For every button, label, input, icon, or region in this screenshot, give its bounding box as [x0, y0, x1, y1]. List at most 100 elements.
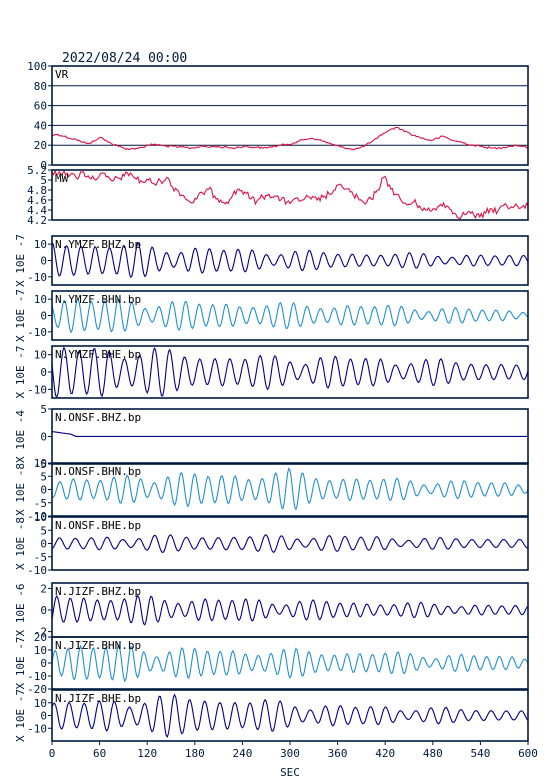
panel-label: N.YMZF.BHZ.bp [55, 238, 141, 251]
y-tick-label: 2 [40, 582, 47, 595]
series-line-vr [51, 126, 529, 151]
unit-label: X 10E -4 [14, 410, 27, 463]
panel-frame [51, 169, 529, 221]
series-line-ymzf-bhz [51, 242, 529, 278]
y-tick-label: -10 [27, 564, 47, 577]
unit-label: X 10E -6 [14, 584, 27, 637]
y-tick-label: 0 [40, 159, 47, 172]
y-tick-label: 10 [34, 644, 47, 657]
panel-label: N.ONSF.BHZ.bp [55, 411, 141, 424]
series-line-jizf-bhn [51, 643, 529, 683]
panel-frame [51, 408, 529, 465]
y-tick-label: 5 [40, 524, 47, 537]
y-tick-label: 4.8 [27, 184, 47, 197]
y-tick-label: 10 [34, 697, 47, 710]
x-axis-label: SEC [280, 766, 300, 779]
y-tick-label: 5 [40, 174, 47, 187]
y-tick-label: -20 [27, 683, 47, 696]
panel-label: N.YMZF.BHE.bp [55, 348, 141, 361]
y-tick-label: 0 [40, 710, 47, 723]
y-tick-label: -10 [27, 326, 47, 339]
y-tick-label: 80 [34, 80, 47, 93]
y-tick-label: -10 [27, 271, 47, 284]
y-tick-label: -5 [34, 458, 47, 471]
x-tick-label: 120 [137, 747, 157, 760]
y-tick-label: 0 [40, 431, 47, 444]
series-line-onsf-bhz [51, 431, 528, 437]
x-tick-label: 180 [185, 747, 205, 760]
y-tick-label: 4.4 [27, 204, 47, 217]
y-tick-label: 10 [34, 349, 47, 362]
x-tick-label: 540 [470, 747, 490, 760]
series-line-mw [51, 169, 529, 220]
panel-label: N.ONSF.BHE.bp [55, 519, 141, 532]
x-tick-label: 0 [49, 747, 56, 760]
x-tick-label: 360 [328, 747, 348, 760]
series-line-ymzf-bhe [51, 346, 529, 399]
y-tick-label: 40 [34, 119, 47, 132]
panel-ymzf-bhz: -10 0 10 N.YMZF.BHZ.bp [27, 235, 529, 286]
x-axis: 0 60 120 180 240 300 360 420 480 540 600 [49, 741, 538, 760]
x-tick-label: 60 [93, 747, 106, 760]
y-tick-label: 0 [40, 657, 47, 670]
panel-frame [51, 290, 529, 341]
panel-frame [51, 65, 529, 166]
y-tick-label: 5.2 [27, 164, 47, 177]
panel-frame [51, 345, 529, 399]
x-tick-label: 600 [518, 747, 538, 760]
unit-label: X 10E -8 [14, 517, 27, 570]
y-tick-label: 10 [34, 238, 47, 251]
panel-label: N.ONSF.BHN.bp [55, 465, 141, 478]
y-tick-label: 5 [40, 403, 47, 416]
y-tick-label: 10 [34, 293, 47, 306]
x-tick-label: 240 [232, 747, 252, 760]
y-tick-label: 20 [34, 631, 47, 644]
panel-vr: 0 20 40 60 80 100 VR [27, 60, 529, 172]
unit-label: X 10E -7 [14, 234, 27, 287]
y-tick-label: 0 [40, 538, 47, 551]
y-tick-label: 10 [34, 457, 47, 470]
y-tick-label: 100 [27, 60, 47, 73]
panel-frame [51, 636, 529, 690]
timestamp-title: 2022/08/24 00:00 [62, 51, 187, 66]
y-tick-label: -10 [27, 383, 47, 396]
panel-label: VR [55, 68, 69, 81]
y-tick-label: 0 [40, 310, 47, 323]
unit-label: X 10E -7 [14, 637, 27, 690]
series-line-ymzf-bhn [51, 297, 529, 334]
y-tick-label: 5 [40, 470, 47, 483]
unit-label: X 10E -8 [14, 463, 27, 516]
x-tick-label: 300 [280, 747, 300, 760]
series-line-jizf-bhz [51, 594, 529, 626]
unit-label: X 10E -7 [14, 346, 27, 399]
y-tick-label: -5 [34, 497, 47, 510]
panel-label: N.JIZF.BHZ.bp [55, 585, 141, 598]
y-tick-label: -10 [27, 510, 47, 523]
y-tick-label: 0 [40, 255, 47, 268]
y-tick-label: 0 [40, 604, 47, 617]
y-tick-label: -2 [34, 626, 47, 639]
unit-label: X 10E -7 [14, 289, 27, 342]
x-tick-label: 480 [423, 747, 443, 760]
y-tick-label: 60 [34, 100, 47, 113]
y-tick-label: -10 [27, 722, 47, 735]
panel-frame [51, 235, 529, 286]
y-tick-label: 4.6 [27, 194, 47, 207]
series-line-jizf-bhe [51, 693, 529, 738]
panel-label: N.JIZF.BHE.bp [55, 692, 141, 705]
y-tick-label: -5 [34, 551, 47, 564]
x-tick-label: 420 [375, 747, 395, 760]
panel-label: N.JIZF.BHN.bp [55, 639, 141, 652]
y-tick-label: 20 [34, 139, 47, 152]
panel-label: MW [55, 172, 69, 185]
y-tick-label: 4.2 [27, 214, 47, 227]
unit-label: X 10E -7 [14, 689, 27, 742]
y-tick-label: -10 [27, 670, 47, 683]
series-line-onsf-bhe [51, 534, 529, 554]
y-tick-label: 0 [40, 366, 47, 379]
